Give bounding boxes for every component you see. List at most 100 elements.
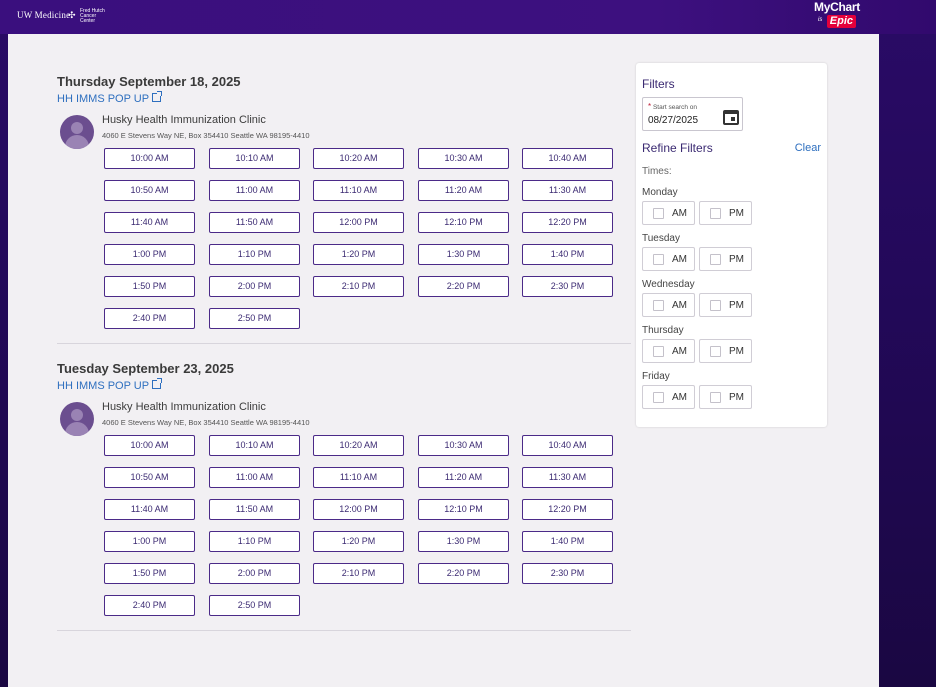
checkbox-box[interactable] xyxy=(710,392,721,403)
time-slot-button[interactable]: 10:30 AM xyxy=(418,148,509,169)
time-slot-button[interactable]: 10:40 AM xyxy=(522,148,613,169)
start-date-value[interactable]: 08/27/2025 xyxy=(648,115,699,126)
time-slot-button[interactable]: 11:40 AM xyxy=(104,212,195,233)
time-slot-button[interactable]: 12:10 PM xyxy=(418,212,509,233)
tuesday-am-checkbox[interactable]: AM xyxy=(642,247,695,271)
time-slot-button[interactable]: 10:10 AM xyxy=(209,148,300,169)
time-slot-button[interactable]: 10:10 AM xyxy=(209,435,300,456)
time-slot-button[interactable]: 11:00 AM xyxy=(209,467,300,488)
avatar-body xyxy=(65,422,89,436)
time-slot-button[interactable]: 11:00 AM xyxy=(209,180,300,201)
time-slot-button[interactable]: 10:50 AM xyxy=(104,467,195,488)
clear-filters-link[interactable]: Clear xyxy=(794,142,821,154)
time-slot-button[interactable]: 11:20 AM xyxy=(418,180,509,201)
time-slot-button[interactable]: 12:10 PM xyxy=(418,499,509,520)
tuesday-pm-checkbox[interactable]: PM xyxy=(699,247,752,271)
wednesday-am-checkbox[interactable]: AM xyxy=(642,293,695,317)
department-link-text[interactable]: HH IMMS POP UP xyxy=(57,93,150,105)
time-slot-button[interactable]: 12:20 PM xyxy=(522,499,613,520)
time-slot-button[interactable]: 10:20 AM xyxy=(313,148,404,169)
time-slot-button[interactable]: 11:50 AM xyxy=(209,499,300,520)
time-slot-button[interactable]: 2:40 PM xyxy=(104,595,195,616)
time-slot-button[interactable]: 11:50 AM xyxy=(209,212,300,233)
time-slot-button[interactable]: 1:20 PM xyxy=(313,531,404,552)
time-slot-button[interactable]: 2:50 PM xyxy=(209,308,300,329)
time-slot-button[interactable]: 12:00 PM xyxy=(313,212,404,233)
time-slot-button[interactable]: 11:30 AM xyxy=(522,467,613,488)
time-slot-button[interactable]: 10:30 AM xyxy=(418,435,509,456)
time-slot-button[interactable]: 11:30 AM xyxy=(522,180,613,201)
time-slot-button[interactable]: 1:00 PM xyxy=(104,244,195,265)
time-slot-button[interactable]: 1:10 PM xyxy=(209,244,300,265)
time-slot-button[interactable]: 2:20 PM xyxy=(418,276,509,297)
department-link[interactable]: HH IMMS POP UP xyxy=(57,378,163,392)
clinic-name: Husky Health Immunization Clinic xyxy=(102,401,266,413)
time-slot-button[interactable]: 1:20 PM xyxy=(313,244,404,265)
uw-medicine-logo[interactable]: UW Medicine xyxy=(17,10,71,20)
time-slot-button[interactable]: 10:00 AM xyxy=(104,435,195,456)
weekday-label: Thursday xyxy=(642,325,684,336)
clinic-address: 4060 E Stevens Way NE, Box 354410 Seattl… xyxy=(102,418,310,427)
time-slot-button[interactable]: 12:20 PM xyxy=(522,212,613,233)
time-slot-button[interactable]: 1:50 PM xyxy=(104,563,195,584)
checkbox-box[interactable] xyxy=(710,208,721,219)
time-slot-button[interactable]: 2:00 PM xyxy=(209,563,300,584)
start-date-field[interactable]: * Start search on 08/27/2025 xyxy=(642,97,743,131)
external-link-icon xyxy=(152,378,163,389)
friday-pm-checkbox[interactable]: PM xyxy=(699,385,752,409)
calendar-icon[interactable] xyxy=(723,110,739,125)
checkbox-box[interactable] xyxy=(710,254,721,265)
checkbox-box[interactable] xyxy=(710,300,721,311)
thursday-pm-checkbox[interactable]: PM xyxy=(699,339,752,363)
time-slot-button[interactable]: 2:50 PM xyxy=(209,595,300,616)
weekday-label: Friday xyxy=(642,371,670,382)
time-slot-button[interactable]: 2:10 PM xyxy=(313,276,404,297)
time-slot-button[interactable]: 1:40 PM xyxy=(522,244,613,265)
time-slot-button[interactable]: 10:50 AM xyxy=(104,180,195,201)
department-link-text[interactable]: HH IMMS POP UP xyxy=(57,380,150,392)
time-slot-button[interactable]: 11:10 AM xyxy=(313,467,404,488)
wednesday-pm-checkbox[interactable]: PM xyxy=(699,293,752,317)
time-slot-button[interactable]: 2:40 PM xyxy=(104,308,195,329)
time-slot-button[interactable]: 11:20 AM xyxy=(418,467,509,488)
time-slot-button[interactable]: 1:40 PM xyxy=(522,531,613,552)
time-slot-button[interactable]: 1:50 PM xyxy=(104,276,195,297)
checkbox-box[interactable] xyxy=(653,208,664,219)
section-divider xyxy=(57,630,631,631)
checkbox-label: PM xyxy=(729,254,744,265)
start-date-label: * Start search on xyxy=(648,102,697,111)
time-slot-button[interactable]: 2:00 PM xyxy=(209,276,300,297)
checkbox-box[interactable] xyxy=(653,346,664,357)
time-slot-button[interactable]: 10:40 AM xyxy=(522,435,613,456)
checkbox-box[interactable] xyxy=(710,346,721,357)
monday-am-checkbox[interactable]: AM xyxy=(642,201,695,225)
department-link[interactable]: HH IMMS POP UP xyxy=(57,91,163,105)
checkbox-label: PM xyxy=(729,346,744,357)
friday-am-checkbox[interactable]: AM xyxy=(642,385,695,409)
monday-pm-checkbox[interactable]: PM xyxy=(699,201,752,225)
time-slot-button[interactable]: 11:10 AM xyxy=(313,180,404,201)
time-slot-button[interactable]: 2:30 PM xyxy=(522,563,613,584)
refine-filters-title: Refine Filters xyxy=(642,141,713,155)
avatar-head xyxy=(71,409,83,421)
time-slot-button[interactable]: 1:30 PM xyxy=(418,244,509,265)
time-slot-button[interactable]: 2:10 PM xyxy=(313,563,404,584)
fred-hutch-logo[interactable]: Fred Hutch Cancer Center xyxy=(80,8,105,24)
time-slot-button[interactable]: 1:10 PM xyxy=(209,531,300,552)
time-slot-button[interactable]: 1:30 PM xyxy=(418,531,509,552)
time-slot-button[interactable]: 10:20 AM xyxy=(313,435,404,456)
checkbox-box[interactable] xyxy=(653,254,664,265)
time-slot-button[interactable]: 2:30 PM xyxy=(522,276,613,297)
mychart-logo[interactable]: MyChart is Epic xyxy=(808,1,866,29)
checkbox-label: PM xyxy=(729,300,744,311)
checkbox-box[interactable] xyxy=(653,392,664,403)
time-slot-button[interactable]: 1:00 PM xyxy=(104,531,195,552)
time-slot-button[interactable]: 11:40 AM xyxy=(104,499,195,520)
checkbox-label: AM xyxy=(672,254,687,265)
checkbox-box[interactable] xyxy=(653,300,664,311)
time-slot-button[interactable]: 2:20 PM xyxy=(418,563,509,584)
time-slot-button[interactable]: 12:00 PM xyxy=(313,499,404,520)
filters-title: Filters xyxy=(642,77,675,91)
thursday-am-checkbox[interactable]: AM xyxy=(642,339,695,363)
time-slot-button[interactable]: 10:00 AM xyxy=(104,148,195,169)
